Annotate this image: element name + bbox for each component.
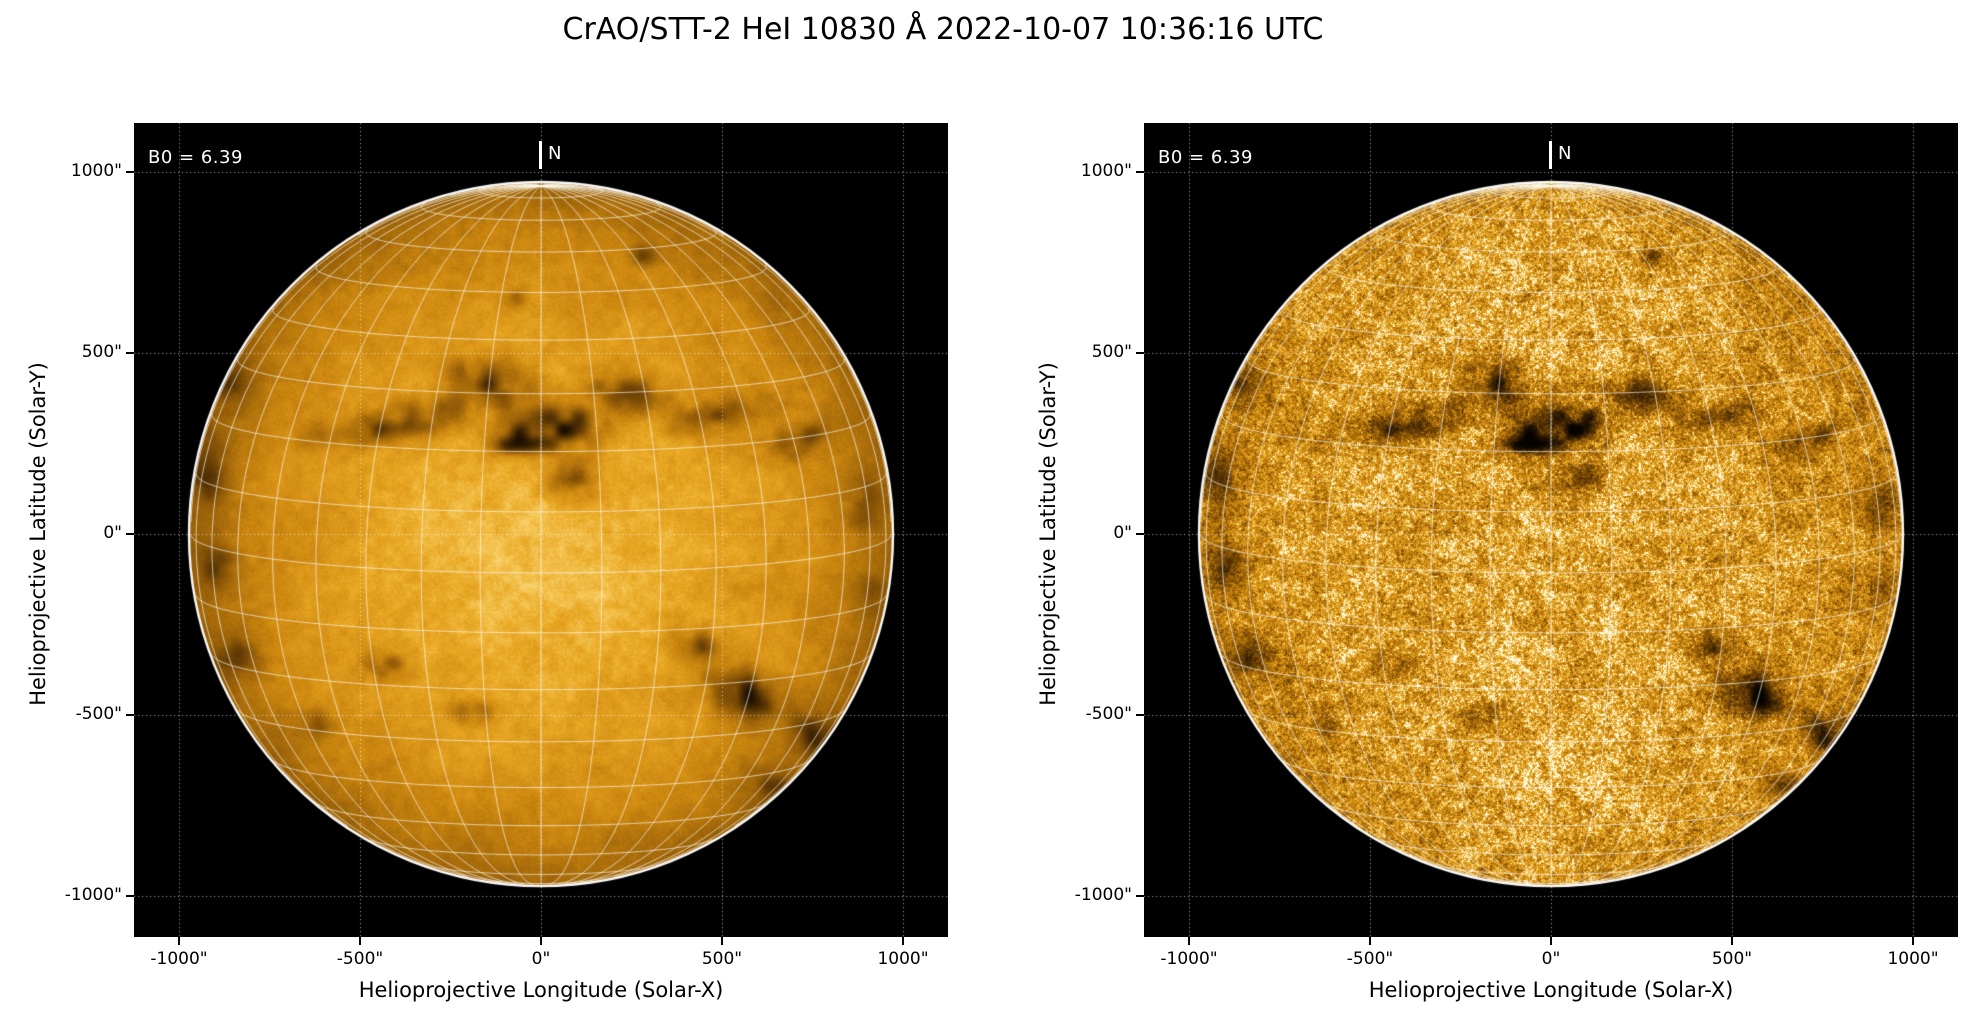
north-marker-line bbox=[1549, 141, 1552, 169]
y-tick-label: 500" bbox=[81, 342, 122, 362]
y-tick-label: -500" bbox=[1085, 704, 1132, 724]
y-tick-mark bbox=[1136, 533, 1144, 535]
x-tick-mark bbox=[721, 937, 723, 945]
y-tick-mark bbox=[1136, 714, 1144, 716]
x-tick-label: 1000" bbox=[1887, 949, 1939, 969]
y-tick-mark bbox=[1136, 352, 1144, 354]
x-tick-mark bbox=[1188, 937, 1190, 945]
y-tick-mark bbox=[1136, 895, 1144, 897]
x-tick-mark bbox=[1369, 937, 1371, 945]
y-tick-label: 1000" bbox=[70, 161, 122, 181]
b0-annotation: B0 = 6.39 bbox=[1158, 147, 1253, 168]
y-tick-label: -1000" bbox=[64, 885, 122, 905]
x-tick-mark bbox=[902, 937, 904, 945]
x-tick-label: 0" bbox=[1541, 949, 1561, 969]
x-tick-label: -500" bbox=[1346, 949, 1394, 969]
solar-map-panel-right: B0 = 6.39 N bbox=[1144, 123, 1958, 937]
y-tick-label: 1000" bbox=[1080, 161, 1132, 181]
x-tick-mark bbox=[359, 937, 361, 945]
y-tick-mark bbox=[126, 171, 134, 173]
y-tick-label: 0" bbox=[103, 523, 122, 543]
x-tick-mark bbox=[1912, 937, 1914, 945]
x-axis-label-left: Helioprojective Longitude (Solar-X) bbox=[358, 978, 724, 1002]
north-marker-line bbox=[539, 141, 542, 169]
y-tick-mark bbox=[126, 714, 134, 716]
solar-map-panel-left: B0 = 6.39 N bbox=[134, 123, 948, 937]
y-tick-mark bbox=[126, 895, 134, 897]
y-tick-label: 0" bbox=[1113, 523, 1132, 543]
x-tick-label: 500" bbox=[1711, 949, 1753, 969]
x-axis-label-right: Helioprojective Longitude (Solar-X) bbox=[1368, 978, 1734, 1002]
y-tick-mark bbox=[126, 533, 134, 535]
x-tick-mark bbox=[540, 937, 542, 945]
y-tick-mark bbox=[126, 352, 134, 354]
solar-disk-canvas-right bbox=[1144, 123, 1958, 937]
y-tick-mark bbox=[1136, 171, 1144, 173]
x-tick-mark bbox=[178, 937, 180, 945]
x-tick-label: 1000" bbox=[877, 949, 929, 969]
x-tick-mark bbox=[1550, 937, 1552, 945]
x-tick-label: -1000" bbox=[150, 949, 208, 969]
y-tick-label: 500" bbox=[1091, 342, 1132, 362]
x-tick-label: 0" bbox=[531, 949, 551, 969]
solar-disk-canvas-left bbox=[134, 123, 948, 937]
x-tick-label: -1000" bbox=[1160, 949, 1218, 969]
x-tick-mark bbox=[1731, 937, 1733, 945]
north-marker-label: N bbox=[548, 143, 562, 164]
x-tick-label: -500" bbox=[336, 949, 384, 969]
north-marker-label: N bbox=[1558, 143, 1572, 164]
figure-title: CrAO/STT-2 HeI 10830 Å 2022-10-07 10:36:… bbox=[562, 12, 1324, 47]
x-tick-label: 500" bbox=[701, 949, 743, 969]
y-tick-label: -500" bbox=[75, 704, 122, 724]
y-tick-label: -1000" bbox=[1074, 885, 1132, 905]
b0-annotation: B0 = 6.39 bbox=[148, 147, 243, 168]
